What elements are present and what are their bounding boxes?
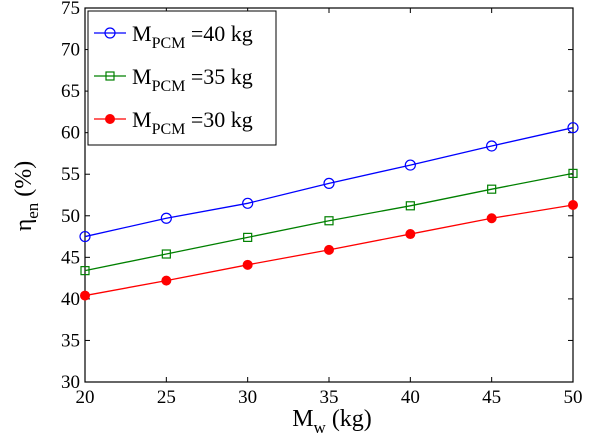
legend-entry-2: MPCM =35 kg <box>94 64 253 95</box>
data-point <box>160 212 172 224</box>
x-tick-label: 50 <box>564 387 583 408</box>
data-point <box>487 184 497 194</box>
legend-label-tail: =30 kg <box>185 107 252 132</box>
x-tick-label: 20 <box>76 387 95 408</box>
series-3 <box>80 199 578 301</box>
y-tick-label: 30 <box>61 372 80 393</box>
y-axis-title-sub: en <box>23 202 42 219</box>
data-point <box>323 177 335 189</box>
legend-marker <box>104 27 116 39</box>
legend-label-sub: PCM <box>152 35 186 52</box>
series-1 <box>79 122 579 243</box>
x-tick-label: 45 <box>482 387 501 408</box>
legend-label-tail: =35 kg <box>185 64 252 89</box>
data-point <box>242 259 253 270</box>
x-tick-label: 35 <box>320 387 339 408</box>
series-line <box>84 127 574 238</box>
x-axis-title-tail: (kg) <box>326 406 372 432</box>
y-tick-label: 40 <box>61 289 80 310</box>
legend-label-main: M <box>132 21 152 46</box>
y-axis-title-main: η <box>11 219 37 232</box>
data-point <box>324 244 334 255</box>
legend-label: MPCM =30 kg <box>132 107 253 138</box>
data-point <box>79 230 91 243</box>
data-point <box>161 275 172 286</box>
legend-entry-1: MPCM =40 kg <box>94 21 253 52</box>
y-axis-title: ηen (%) <box>11 161 42 232</box>
x-tick-label: 30 <box>238 387 257 408</box>
y-axis-title-tail: (%) <box>11 161 37 203</box>
y-tick-label: 35 <box>61 330 80 351</box>
data-point <box>405 229 416 240</box>
data-point <box>80 290 90 301</box>
data-point <box>243 232 253 242</box>
series-line <box>84 172 574 272</box>
legend-label-main: M <box>132 107 152 132</box>
y-tick-label: 60 <box>61 123 80 144</box>
data-point <box>404 159 416 171</box>
x-tick-label: 25 <box>157 387 176 408</box>
legend-label-tail: =40 kg <box>185 21 252 46</box>
y-tick-label: 55 <box>61 164 80 185</box>
data-point <box>568 199 578 210</box>
y-tick-label: 75 <box>61 0 80 19</box>
x-axis-title-sub: w <box>314 418 327 437</box>
legend-label-sub: PCM <box>152 121 186 138</box>
x-axis-title: Mw (kg) <box>292 406 372 437</box>
legend-label: MPCM =35 kg <box>132 64 253 95</box>
y-tick-label: 50 <box>61 206 80 227</box>
series-layer <box>79 122 579 301</box>
legend-marker <box>105 71 115 81</box>
y-tick-label: 45 <box>61 247 80 268</box>
data-point <box>324 216 334 226</box>
data-point <box>486 140 498 152</box>
data-point <box>567 122 579 134</box>
x-axis-title-main: M <box>292 406 313 432</box>
series-2 <box>80 168 578 276</box>
legend-label: MPCM =40 kg <box>132 21 253 52</box>
data-point <box>486 213 497 224</box>
data-point <box>405 201 415 211</box>
y-tick-label: 70 <box>61 40 80 61</box>
x-tick-label: 40 <box>401 387 420 408</box>
data-point <box>161 249 171 259</box>
data-point <box>80 266 90 276</box>
axis-ticks: 20 25 30 35 40 45 50 30 35 40 45 50 55 60 65 70 75 <box>61 0 583 408</box>
legend-label-main: M <box>132 64 152 89</box>
legend-label-sub: PCM <box>152 78 186 95</box>
legend-marker <box>105 114 115 124</box>
y-tick-label: 65 <box>61 81 80 102</box>
data-point <box>568 168 578 178</box>
data-point <box>242 197 254 209</box>
legend-entry-3: MPCM =30 kg <box>94 107 253 138</box>
